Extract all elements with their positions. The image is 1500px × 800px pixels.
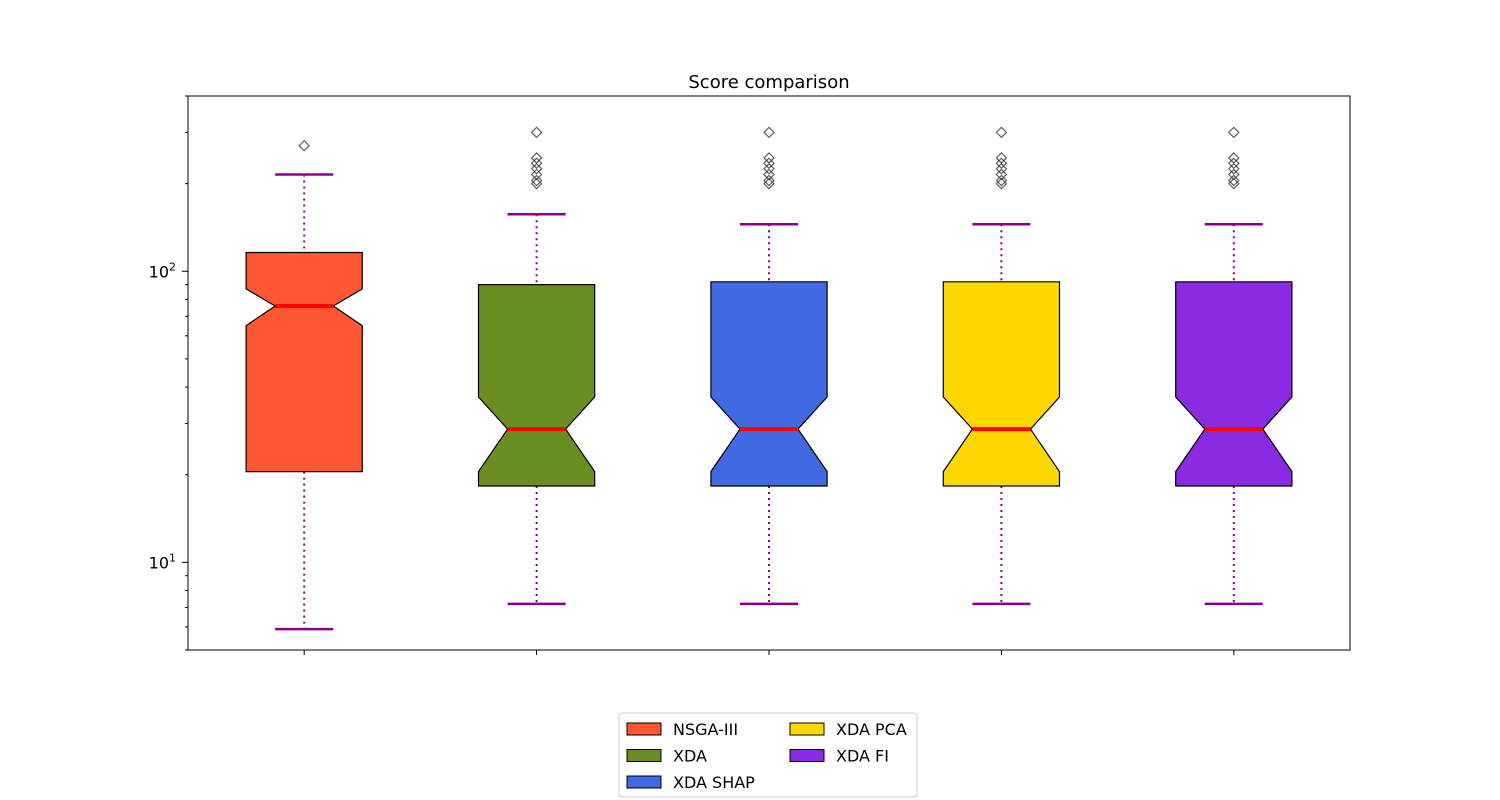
outlier-point <box>1227 162 1240 175</box>
outlier-point <box>530 162 543 175</box>
legend-swatch <box>789 722 825 736</box>
box-body <box>710 281 828 487</box>
legend-label: XDA SHAP <box>673 773 755 792</box>
outlier-point <box>763 157 775 170</box>
box-1 <box>477 126 596 606</box>
outlier-point <box>995 162 1008 175</box>
box-2 <box>710 126 828 606</box>
outlier-point <box>763 152 775 164</box>
outlier-point <box>1227 174 1240 187</box>
box-0 <box>245 139 363 631</box>
outlier-point <box>763 126 775 139</box>
outlier-point <box>530 157 543 170</box>
legend-label: XDA FI <box>836 747 889 766</box>
legend-item-0[interactable]: NSGA-III <box>626 720 738 739</box>
outlier-point <box>1227 168 1240 181</box>
outlier-point <box>995 126 1008 139</box>
legend-swatch <box>626 749 662 762</box>
outlier-point <box>530 168 543 181</box>
legend-swatch <box>789 749 825 762</box>
legend-frame <box>618 712 918 798</box>
legend[interactable]: NSGA-III XDA XDA SHAP XDA PCA XDA FI <box>618 712 918 798</box>
legend-label: XDA PCA <box>836 720 907 739</box>
outlier-point <box>995 152 1008 164</box>
outlier-point <box>1227 157 1240 170</box>
box-body <box>942 281 1061 487</box>
y-tick-label: 102 <box>149 260 176 281</box>
legend-item-2[interactable]: XDA SHAP <box>626 773 755 792</box>
box-body <box>1175 281 1293 487</box>
outlier-point <box>530 126 543 139</box>
outlier-point <box>1227 152 1240 164</box>
outlier-point <box>995 168 1008 181</box>
legend-label: NSGA-III <box>673 720 738 739</box>
y-tick-label: 101 <box>149 551 176 572</box>
legend-item-3[interactable]: XDA PCA <box>789 720 907 739</box>
outlier-point <box>1227 126 1240 139</box>
chart-marks <box>245 126 1293 631</box>
outlier-point <box>995 157 1008 170</box>
outlier-point <box>763 168 775 181</box>
outlier-point <box>763 174 775 187</box>
legend-item-4[interactable]: XDA FI <box>789 747 889 766</box>
outlier-point <box>298 139 311 152</box>
legend-label: XDA <box>673 747 707 766</box>
legend-item-1[interactable]: XDA <box>626 747 707 766</box>
x-axis <box>303 650 1235 655</box>
box-body <box>245 251 363 473</box>
y-axis: 101 102 <box>149 95 188 651</box>
outlier-point <box>530 152 543 164</box>
legend-swatch <box>626 775 662 789</box>
chart-title: Score comparison <box>688 72 849 93</box>
outlier-point <box>530 174 543 187</box>
outlier-point <box>995 174 1008 187</box>
box-3 <box>942 126 1061 606</box>
outlier-point <box>763 162 775 175</box>
box-body <box>477 284 596 487</box>
legend-swatch <box>626 722 662 736</box>
box-4 <box>1175 126 1293 606</box>
